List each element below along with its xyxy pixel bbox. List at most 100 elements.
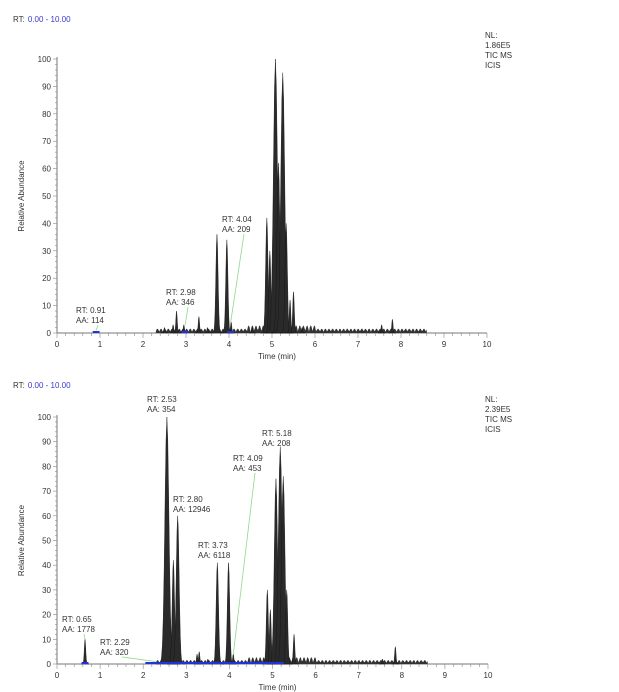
x-tick-label: 8 bbox=[399, 340, 404, 349]
y-tick-label: 10 bbox=[42, 302, 51, 311]
annotation-leader-line bbox=[121, 656, 156, 662]
peak-annotation-rt: RT: 5.18 bbox=[262, 429, 292, 438]
info-line: NL: bbox=[485, 395, 497, 404]
annotation-leader-line bbox=[232, 472, 256, 655]
y-tick-label: 100 bbox=[38, 55, 52, 64]
y-tick-label: 30 bbox=[42, 247, 51, 256]
x-tick-label: 2 bbox=[141, 671, 146, 680]
peak-annotation-rt: RT: 0.65 bbox=[62, 615, 92, 624]
info-line: TIC MS bbox=[485, 415, 512, 424]
x-tick-label: 2 bbox=[141, 340, 146, 349]
peak bbox=[210, 234, 223, 334]
x-tick-label: 7 bbox=[356, 340, 361, 349]
peak-annotation-rt: RT: 4.09 bbox=[233, 454, 263, 463]
y-tick-label: 80 bbox=[42, 110, 51, 119]
peak-annotation-rt: RT: 3.73 bbox=[198, 541, 228, 550]
peak bbox=[388, 319, 397, 334]
y-tick-label: 60 bbox=[42, 512, 51, 521]
peak bbox=[81, 639, 90, 665]
y-axis-label: Relative Abundance bbox=[17, 504, 26, 576]
peak bbox=[222, 562, 235, 665]
x-tick-label: 1 bbox=[98, 340, 103, 349]
annotation-leader-line bbox=[230, 233, 245, 323]
y-tick-label: 70 bbox=[42, 137, 51, 146]
peak bbox=[378, 324, 386, 334]
peak bbox=[289, 634, 299, 665]
y-tick-label: 70 bbox=[42, 487, 51, 496]
peak bbox=[195, 316, 203, 334]
x-tick-label: 5 bbox=[270, 671, 275, 680]
annotation-leader-line bbox=[184, 306, 189, 325]
y-tick-label: 80 bbox=[42, 462, 51, 471]
x-axis-label: Time (min) bbox=[258, 352, 296, 361]
y-tick-label: 90 bbox=[42, 82, 51, 91]
x-tick-label: 4 bbox=[227, 340, 232, 349]
x-tick-label: 6 bbox=[313, 340, 318, 349]
y-axis-label: Relative Abundance bbox=[17, 160, 26, 232]
peak-annotation-rt: RT: 2.80 bbox=[173, 495, 203, 504]
peak-annotation-rt: RT: 2.53 bbox=[147, 395, 177, 404]
annotation-leader-line bbox=[83, 633, 86, 640]
x-tick-label: 3 bbox=[184, 671, 189, 680]
peak bbox=[161, 327, 168, 334]
peak bbox=[379, 658, 386, 665]
y-tick-label: 60 bbox=[42, 165, 51, 174]
peak-annotation-aa: AA: 114 bbox=[76, 316, 104, 325]
peak-annotation-aa: AA: 354 bbox=[147, 405, 176, 414]
y-tick-label: 10 bbox=[42, 635, 51, 644]
x-tick-label: 6 bbox=[313, 671, 318, 680]
y-tick-label: 100 bbox=[38, 413, 52, 422]
x-tick-label: 9 bbox=[443, 671, 448, 680]
peak-annotation-aa: AA: 346 bbox=[166, 298, 195, 307]
peak bbox=[391, 646, 400, 665]
rt-range-value: 0.00 - 10.00 bbox=[28, 15, 71, 24]
y-tick-label: 50 bbox=[42, 537, 51, 546]
y-tick-label: 90 bbox=[42, 438, 51, 447]
peak-annotation-aa: AA: 453 bbox=[233, 464, 262, 473]
rt-range-prefix: RT: bbox=[13, 381, 25, 390]
y-tick-label: 20 bbox=[42, 274, 51, 283]
x-tick-label: 0 bbox=[55, 340, 60, 349]
info-line: 2.39E5 bbox=[485, 405, 511, 414]
rt-range-prefix: RT: bbox=[13, 15, 25, 24]
peak bbox=[249, 327, 257, 334]
peak-annotation-aa: AA: 209 bbox=[222, 225, 251, 234]
x-tick-label: 0 bbox=[55, 671, 60, 680]
peak-annotation-rt: RT: 4.04 bbox=[222, 215, 252, 224]
x-tick-label: 4 bbox=[227, 671, 232, 680]
peak-annotation-aa: AA: 1778 bbox=[62, 625, 95, 634]
x-tick-label: 10 bbox=[484, 671, 493, 680]
rt-range-label: RT: 0.00 - 10.00 bbox=[13, 381, 71, 390]
peak-annotation-aa: AA: 320 bbox=[100, 648, 129, 657]
x-axis-label: Time (min) bbox=[259, 683, 297, 692]
peak-annotation-aa: AA: 12946 bbox=[173, 505, 211, 514]
peak-annotation-rt: RT: 0.91 bbox=[76, 306, 106, 315]
y-tick-label: 0 bbox=[47, 329, 52, 338]
y-tick-label: 40 bbox=[42, 561, 51, 570]
rt-range-label: RT: 0.00 - 10.00 bbox=[13, 15, 71, 24]
peak bbox=[204, 327, 211, 334]
x-tick-label: 1 bbox=[98, 671, 103, 680]
x-tick-label: 5 bbox=[270, 340, 275, 349]
peak bbox=[210, 562, 224, 665]
peak-annotation-aa: AA: 6118 bbox=[198, 551, 231, 560]
x-tick-label: 9 bbox=[442, 340, 447, 349]
info-line: 1.86E5 bbox=[485, 41, 511, 50]
info-line: NL: bbox=[485, 31, 497, 40]
rt-range-value: 0.00 - 10.00 bbox=[28, 381, 71, 390]
x-tick-label: 3 bbox=[184, 340, 189, 349]
peak bbox=[289, 291, 298, 334]
annotation-leader-line bbox=[95, 324, 99, 331]
info-line: ICIS bbox=[485, 425, 501, 434]
y-tick-label: 0 bbox=[47, 660, 52, 669]
peak bbox=[298, 327, 306, 334]
x-tick-label: 7 bbox=[356, 671, 361, 680]
peak bbox=[172, 311, 181, 334]
y-tick-label: 30 bbox=[42, 586, 51, 595]
peak-annotation-rt: RT: 2.29 bbox=[100, 638, 130, 647]
x-tick-label: 10 bbox=[483, 340, 492, 349]
info-line: TIC MS bbox=[485, 51, 512, 60]
y-tick-label: 40 bbox=[42, 219, 51, 228]
